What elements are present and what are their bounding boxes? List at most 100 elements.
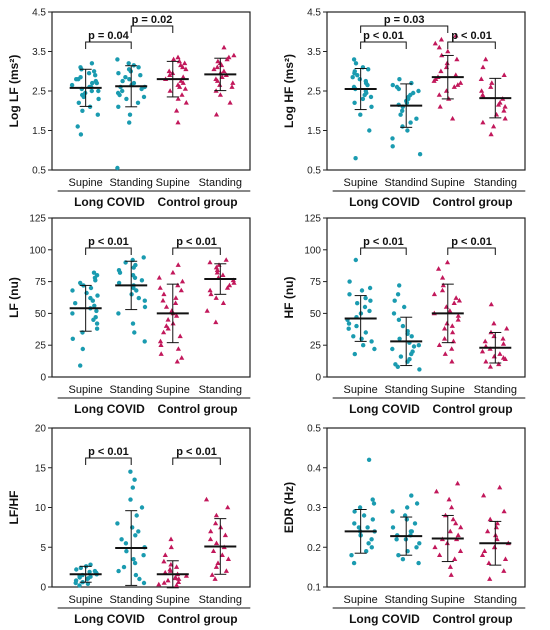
data-point: [449, 323, 455, 328]
data-point: [448, 572, 454, 577]
y-tick-label: 2.5: [32, 87, 46, 98]
data-point: [408, 120, 413, 125]
data-point: [436, 342, 442, 347]
y-tick-label: 0: [40, 583, 46, 594]
data-point: [77, 583, 82, 588]
data-point: [479, 552, 486, 557]
plot-frame: [326, 217, 526, 378]
data-point: [397, 77, 402, 82]
data-point: [431, 291, 437, 297]
data-point: [447, 564, 453, 569]
data-point: [480, 64, 486, 70]
data-point: [351, 57, 357, 62]
data-point: [221, 44, 227, 50]
y-tick-label: 3.5: [32, 47, 46, 58]
y-tick-label: 10: [35, 503, 47, 514]
data-point: [78, 280, 83, 286]
p-value-label: p < 0.01: [363, 236, 404, 248]
x-category-label: Supine: [156, 177, 190, 189]
data-point: [440, 282, 446, 288]
data-point: [132, 560, 138, 566]
data-point: [87, 569, 92, 575]
data-point: [175, 54, 181, 60]
data-point: [357, 505, 363, 510]
data-point: [88, 285, 94, 291]
data-point: [91, 270, 97, 275]
data-point: [368, 298, 373, 303]
y-tick-label: 25: [35, 341, 47, 352]
data-point: [402, 304, 407, 310]
data-point: [493, 111, 500, 117]
x-category-label: Supine: [156, 594, 190, 606]
data-point: [209, 572, 215, 577]
group-label: Long COVID: [74, 402, 145, 416]
data-point: [450, 115, 456, 121]
data-point: [442, 351, 448, 356]
data-point: [486, 560, 492, 565]
data-point: [132, 477, 137, 482]
data-point: [127, 120, 132, 125]
data-point: [123, 75, 128, 80]
data-point: [453, 72, 459, 77]
y-tick-label: 1.5: [307, 126, 321, 137]
data-point: [390, 346, 395, 352]
data-point: [138, 73, 143, 78]
significance-bracket: [360, 247, 407, 255]
data-point: [175, 96, 181, 101]
data-point: [175, 82, 181, 87]
data-point: [400, 124, 405, 129]
data-point: [350, 75, 355, 80]
data-point: [175, 579, 182, 584]
data-point: [500, 355, 507, 360]
data-point: [482, 338, 488, 344]
data-point: [170, 269, 176, 275]
data-point: [354, 323, 359, 329]
data-point: [141, 255, 146, 260]
data-point: [500, 341, 507, 346]
data-point: [165, 317, 171, 322]
data-point: [436, 266, 442, 271]
data-point: [89, 88, 95, 94]
data-point: [175, 282, 181, 288]
data-point: [73, 578, 79, 583]
data-point: [127, 112, 133, 117]
data-point: [394, 537, 399, 542]
data-point: [444, 259, 451, 265]
group-label: Control group: [158, 612, 238, 626]
data-point: [442, 325, 448, 331]
data-point: [352, 509, 357, 514]
data-point: [358, 112, 363, 117]
data-point: [496, 361, 502, 367]
data-point: [361, 513, 367, 518]
data-point: [404, 517, 409, 522]
group-label: Long COVID: [349, 402, 420, 416]
data-point: [411, 344, 417, 349]
data-point: [390, 136, 395, 141]
panel-lfhf: 0 5 10 15 20 LF/HF Supine Standing Supine Standin…: [7, 424, 251, 626]
data-point: [414, 116, 419, 121]
data-point: [362, 304, 368, 310]
data-point: [440, 275, 446, 280]
y-tick-label: 0.3: [307, 503, 321, 514]
data-point: [225, 504, 231, 510]
data-point: [214, 269, 220, 275]
data-point: [437, 552, 443, 557]
data-point: [128, 497, 133, 502]
data-point: [367, 285, 373, 291]
data-point: [157, 338, 164, 344]
y-tick-label: 0.5: [307, 424, 321, 435]
data-point: [500, 336, 506, 341]
data-point: [353, 61, 359, 66]
data-point: [444, 60, 450, 66]
data-point: [142, 339, 147, 344]
data-point: [366, 541, 371, 546]
data-point: [391, 311, 397, 316]
group-label: Long COVID: [74, 195, 145, 209]
panel-loghf: 0.5 1.5 2.5 3.5 4.5 Log HF (ms²) Supine Standin…: [282, 8, 526, 209]
data-point: [115, 90, 121, 96]
x-category-label: Supine: [156, 384, 190, 396]
data-point: [160, 297, 166, 303]
y-tick-label: 0.4: [307, 463, 321, 474]
data-point: [489, 80, 495, 85]
data-point: [124, 549, 129, 554]
